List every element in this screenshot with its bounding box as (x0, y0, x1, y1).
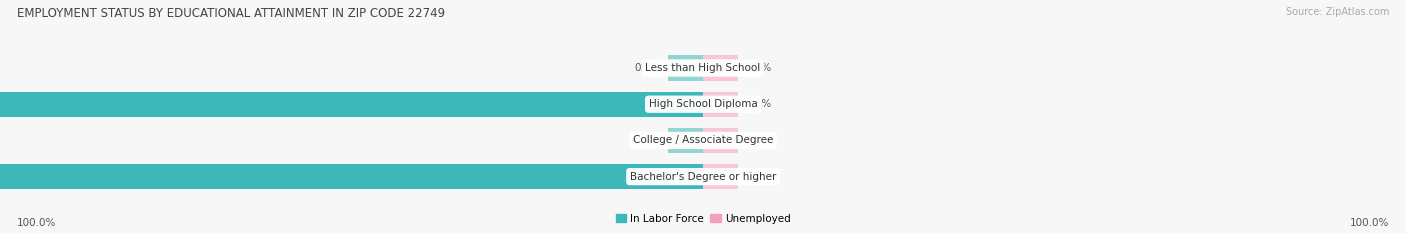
Bar (703, 92, 738, 117)
Bar (668, 55, 703, 81)
Text: Less than High School: Less than High School (645, 63, 761, 73)
Text: 100.0%: 100.0% (1350, 218, 1389, 228)
Text: 100.0%: 100.0% (17, 218, 56, 228)
Legend: In Labor Force, Unemployed: In Labor Force, Unemployed (612, 209, 794, 228)
Text: 0.0%: 0.0% (634, 135, 661, 145)
Bar (0, 164, 703, 189)
Text: Source: ZipAtlas.com: Source: ZipAtlas.com (1285, 7, 1389, 17)
Text: High School Diploma: High School Diploma (648, 99, 758, 109)
Bar (668, 128, 703, 153)
Text: College / Associate Degree: College / Associate Degree (633, 135, 773, 145)
Text: EMPLOYMENT STATUS BY EDUCATIONAL ATTAINMENT IN ZIP CODE 22749: EMPLOYMENT STATUS BY EDUCATIONAL ATTAINM… (17, 7, 444, 20)
Text: 0.0%: 0.0% (745, 99, 772, 109)
Text: 0.0%: 0.0% (745, 172, 772, 182)
Text: Bachelor's Degree or higher: Bachelor's Degree or higher (630, 172, 776, 182)
Text: 0.0%: 0.0% (745, 135, 772, 145)
Bar (0, 92, 703, 117)
Bar (703, 164, 738, 189)
Text: 0.0%: 0.0% (634, 63, 661, 73)
Text: 0.0%: 0.0% (745, 63, 772, 73)
Bar (703, 55, 738, 81)
Bar (703, 128, 738, 153)
